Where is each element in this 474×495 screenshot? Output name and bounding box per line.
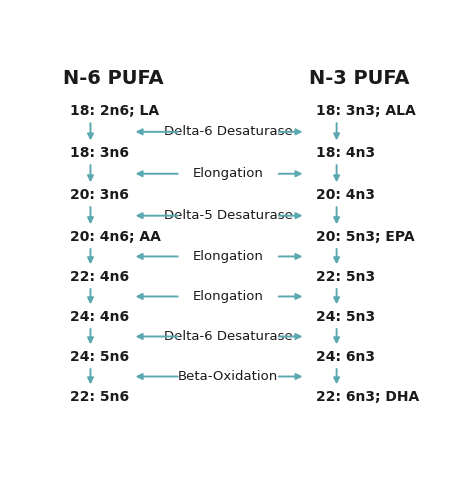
Text: 24: 6n3: 24: 6n3 bbox=[316, 349, 375, 364]
Text: 22: 4n6: 22: 4n6 bbox=[70, 270, 129, 284]
Text: 20: 4n6; AA: 20: 4n6; AA bbox=[70, 230, 161, 244]
Text: 22: 5n6: 22: 5n6 bbox=[70, 390, 129, 404]
Text: Beta-Oxidation: Beta-Oxidation bbox=[178, 370, 278, 383]
Text: 18: 3n3; ALA: 18: 3n3; ALA bbox=[316, 104, 416, 118]
Text: 20: 5n3; EPA: 20: 5n3; EPA bbox=[316, 230, 415, 244]
Text: Delta-6 Desaturase: Delta-6 Desaturase bbox=[164, 125, 292, 138]
Text: 18: 3n6: 18: 3n6 bbox=[70, 146, 129, 160]
Text: Elongation: Elongation bbox=[193, 290, 264, 303]
Text: N-6 PUFA: N-6 PUFA bbox=[63, 69, 164, 88]
Text: Delta-6 Desaturase: Delta-6 Desaturase bbox=[164, 330, 292, 343]
Text: 24: 4n6: 24: 4n6 bbox=[70, 310, 129, 324]
Text: 18: 2n6; LA: 18: 2n6; LA bbox=[70, 104, 159, 118]
Text: 22: 5n3: 22: 5n3 bbox=[316, 270, 375, 284]
Text: 20: 4n3: 20: 4n3 bbox=[316, 188, 375, 201]
Text: Delta-5 Desaturase: Delta-5 Desaturase bbox=[164, 209, 292, 222]
Text: 24: 5n3: 24: 5n3 bbox=[316, 310, 375, 324]
Text: 22: 6n3; DHA: 22: 6n3; DHA bbox=[316, 390, 419, 404]
Text: N-3 PUFA: N-3 PUFA bbox=[309, 69, 410, 88]
Text: 18: 4n3: 18: 4n3 bbox=[316, 146, 375, 160]
Text: Elongation: Elongation bbox=[193, 250, 264, 263]
Text: Elongation: Elongation bbox=[193, 167, 264, 180]
Text: 20: 3n6: 20: 3n6 bbox=[70, 188, 129, 201]
Text: 24: 5n6: 24: 5n6 bbox=[70, 349, 129, 364]
